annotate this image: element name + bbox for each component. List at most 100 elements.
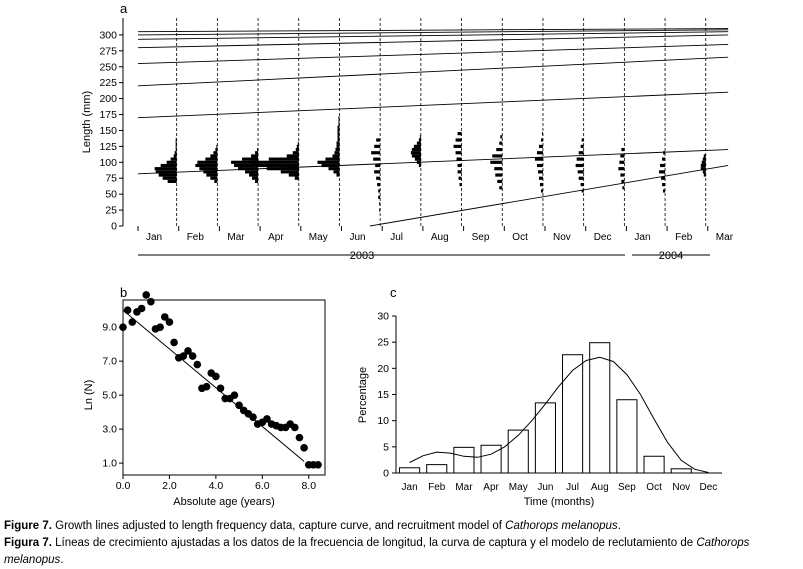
month-label-a: May (309, 232, 328, 243)
histogram-bar (659, 170, 666, 174)
caption-english-species: Cathorops melanopus (505, 520, 618, 532)
histogram-bar (539, 183, 543, 187)
histogram-bar (621, 147, 625, 152)
histogram-bar (338, 122, 340, 126)
y-tick-label-c: 0 (383, 468, 389, 480)
y-tick-label-c: 15 (377, 389, 389, 401)
histogram-bar (288, 173, 299, 177)
histogram-bar (203, 170, 218, 174)
histogram-bar (154, 167, 177, 171)
data-point-b (142, 291, 151, 299)
month-label-a: Nov (553, 232, 571, 243)
histogram-bar (292, 151, 299, 155)
histogram-bar (378, 189, 381, 193)
histogram-bar (376, 138, 381, 142)
histogram-bar (336, 141, 340, 145)
histogram-bar (174, 151, 177, 155)
histogram-bar (490, 160, 503, 164)
histogram-bar (280, 170, 299, 174)
caption-spanish-end: . (60, 554, 64, 566)
histogram-bar (173, 154, 177, 158)
y-tick-label-c: 20 (377, 363, 389, 375)
histogram-bar (538, 144, 543, 148)
histogram-bar (411, 154, 421, 158)
y-tick-label-a: 300 (99, 29, 117, 41)
panel-label-c: c (390, 285, 397, 300)
recruitment-bar (643, 455, 665, 474)
panel-c-recruitment-model: c 0 5 10 15 20 25 30 Jan Feb Mar Apr May Jun Jul Aug Sep… (357, 285, 722, 508)
month-label-a: Mar (227, 232, 245, 243)
y-tick-label-a: 175 (99, 109, 117, 121)
recruitment-bar (534, 402, 556, 474)
histogram-bar (336, 173, 340, 177)
data-point-b (147, 297, 155, 306)
y-tick-label-c: 30 (377, 311, 389, 323)
data-point-b (295, 433, 304, 442)
year-label-2003: 2003 (350, 250, 374, 262)
histogram-bar (455, 138, 462, 142)
year-label-2004: 2004 (659, 250, 683, 262)
data-point-b (123, 306, 132, 314)
histogram-bar (210, 176, 218, 180)
histogram-bar (245, 170, 259, 174)
histogram-bar (416, 160, 421, 164)
histogram-bar (160, 163, 177, 168)
histogram-bar (495, 173, 503, 177)
histogram-bar (376, 176, 381, 180)
histogram-bar (457, 170, 462, 174)
histogram-bar (379, 202, 381, 206)
x-axis-label-b: Absolute age (years) (173, 496, 275, 508)
histogram-bar (537, 170, 543, 174)
plot-frame-b (122, 299, 326, 476)
histogram-bar (378, 195, 381, 199)
histogram-bar (214, 179, 218, 184)
caption-spanish-label: Figura 7. (4, 537, 52, 549)
histogram-bar (210, 154, 218, 158)
data-point-b (184, 347, 192, 355)
y-tick-label-c: 5 (383, 441, 389, 453)
histogram-bar (234, 163, 259, 168)
histogram-bar (458, 176, 462, 180)
histogram-bar (252, 176, 259, 180)
x-tick-label-c: Sep (618, 482, 636, 493)
histogram-bar (375, 163, 381, 168)
y-tick-label-a: 125 (99, 141, 117, 153)
histogram-bar (337, 135, 340, 139)
growth-curve (137, 149, 729, 175)
data-point-b (188, 352, 197, 360)
histogram-bar (662, 157, 666, 161)
histogram-bar (286, 154, 299, 158)
histogram-bar (170, 157, 177, 161)
y-tick-label-a: 50 (105, 189, 117, 201)
data-point-b (156, 323, 164, 331)
histogram-bar (175, 147, 177, 152)
month-label-a: Feb (187, 232, 205, 243)
histogram-bar (371, 151, 381, 155)
histogram-bar (496, 147, 503, 152)
data-point-b (230, 391, 239, 399)
histogram-bar (266, 167, 299, 171)
month-label-a: Oct (512, 232, 528, 243)
histogram-bar (321, 163, 340, 168)
caption-spanish-text: Líneas de crecimiento ajustadas a los da… (51, 537, 697, 549)
data-point-b (137, 304, 146, 313)
data-point-b (216, 384, 225, 393)
month-label-a: Aug (431, 232, 449, 243)
histogram-bar (155, 170, 177, 174)
histogram-bar (494, 167, 503, 171)
caption-english: Figure 7. Growth lines adjusted to lengt… (4, 518, 803, 535)
histogram-bar (167, 179, 177, 184)
histogram-bar (663, 189, 666, 193)
histogram-bar (661, 176, 666, 180)
histogram-bar (578, 151, 584, 155)
histogram-bar (540, 138, 543, 142)
x-tick-label-b: 8.0 (301, 480, 316, 492)
month-label-a: Apr (268, 232, 284, 243)
histogram-bar (453, 144, 462, 148)
histogram-bar (197, 160, 218, 164)
growth-curve (137, 34, 729, 49)
histogram-bar (294, 176, 299, 180)
histogram-bar (325, 157, 340, 161)
histogram-bar (158, 173, 177, 177)
y-tick-label-a: 225 (99, 77, 117, 89)
